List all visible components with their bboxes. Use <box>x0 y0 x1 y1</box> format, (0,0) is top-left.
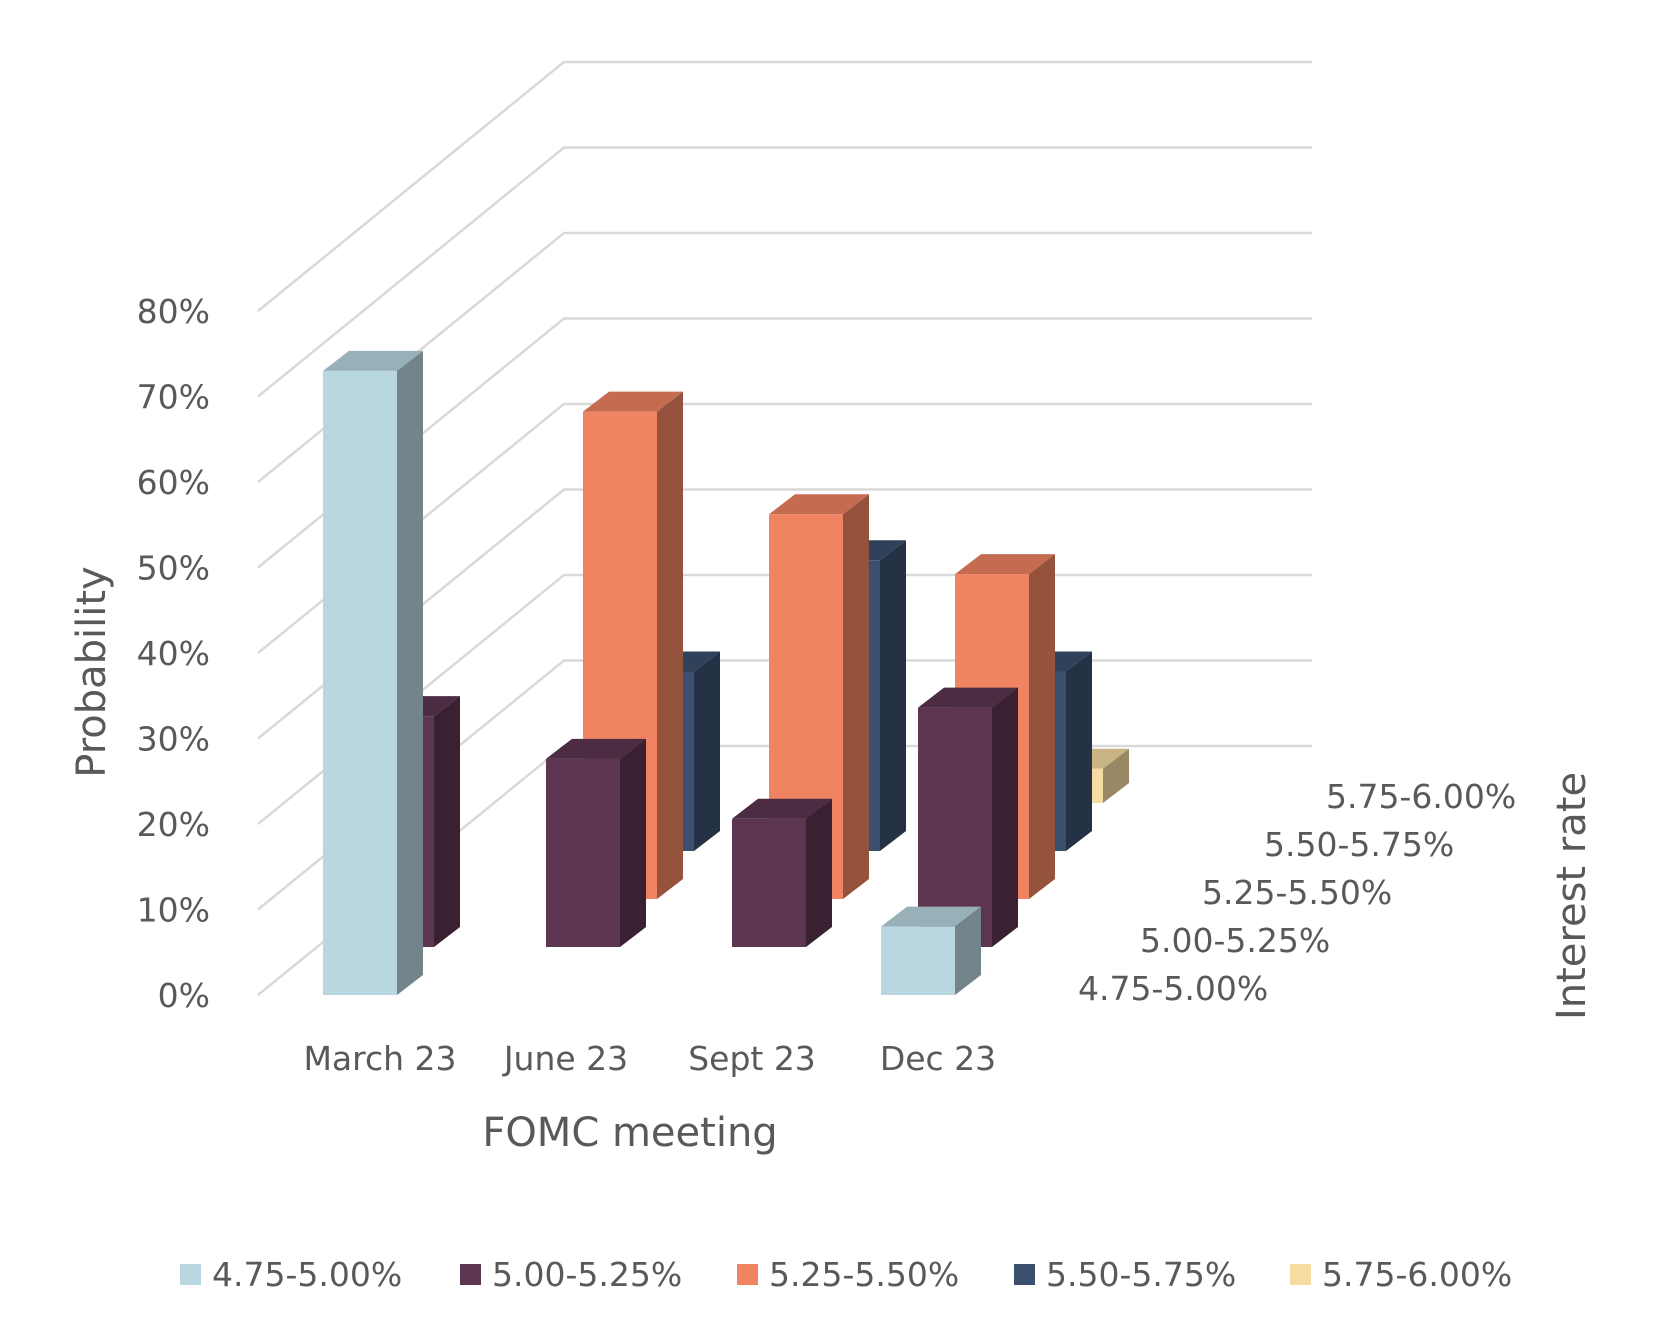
y-tick-label: 60% <box>137 463 210 502</box>
y-axis-title: Probability <box>69 566 115 777</box>
bar-side <box>955 906 981 995</box>
bar <box>323 350 423 996</box>
axis-labels: 0% 10% 20% 30% 40% 50% 60% 70% 80% March 23 June 2… <box>69 292 1595 1156</box>
legend-item: 5.50-5.75% <box>1014 1255 1236 1294</box>
legend-item: 5.00-5.25% <box>460 1255 682 1294</box>
bar-side <box>880 540 906 851</box>
bar-top <box>955 554 1055 575</box>
y-tick-label: 10% <box>137 891 210 930</box>
depth-tick-label: 5.50-5.75% <box>1264 825 1454 864</box>
legend-label: 5.50-5.75% <box>1046 1255 1236 1294</box>
y-tick-label: 0% <box>158 976 210 1015</box>
legend-swatch <box>737 1264 758 1285</box>
legend-item: 5.25-5.50% <box>737 1255 959 1294</box>
bar-side <box>694 651 720 851</box>
y-tick-label: 50% <box>137 549 210 588</box>
depth-tick-label: 5.25-5.50% <box>1202 873 1392 912</box>
bar-front <box>323 370 397 996</box>
legend-swatch <box>180 1264 201 1285</box>
bar <box>881 906 981 995</box>
bar-side <box>620 738 646 947</box>
bar-top <box>918 687 1018 708</box>
bar-side <box>806 798 832 947</box>
depth-tick-label: 4.75-5.00% <box>1078 969 1268 1008</box>
bar-top <box>881 906 981 927</box>
bar-side <box>1103 748 1129 803</box>
legend-label: 5.25-5.50% <box>769 1255 959 1294</box>
bar-side <box>1066 651 1092 851</box>
bar-top <box>583 391 683 412</box>
bar-side <box>843 494 869 899</box>
y-tick-label: 70% <box>137 378 210 417</box>
legend: 4.75-5.00% 5.00-5.25% 5.25-5.50% 5.50-5.75%… <box>180 1255 1512 1294</box>
bar-top <box>546 738 646 759</box>
gridline <box>257 60 1312 312</box>
legend-label: 5.00-5.25% <box>492 1255 682 1294</box>
depth-tick-label: 5.00-5.25% <box>1140 921 1330 960</box>
bar-front <box>546 758 620 947</box>
legend-label: 5.75-6.00% <box>1322 1255 1512 1294</box>
x-tick-label: June 23 <box>502 1039 628 1078</box>
bar <box>732 798 832 947</box>
y-tick-label: 30% <box>137 720 210 759</box>
x-tick-label: Dec 23 <box>880 1039 996 1078</box>
x-tick-label: Sept 23 <box>688 1039 816 1078</box>
bar-top <box>323 350 423 371</box>
legend-label: 4.75-5.00% <box>212 1255 402 1294</box>
bars <box>323 350 1129 996</box>
bar-top <box>769 494 869 515</box>
legend-swatch <box>460 1264 481 1285</box>
legend-item: 5.75-6.00% <box>1290 1255 1512 1294</box>
bar-top <box>732 798 832 819</box>
z-axis-title: Interest rate <box>1549 772 1595 1020</box>
depth-tick-label: 5.75-6.00% <box>1326 777 1516 816</box>
bar <box>546 738 646 947</box>
gridline <box>257 146 1312 398</box>
bar-front <box>732 818 806 947</box>
legend-item: 4.75-5.00% <box>180 1255 402 1294</box>
legend-swatch <box>1014 1264 1035 1285</box>
bar-side <box>397 350 423 996</box>
bar-side <box>434 696 460 947</box>
y-tick-label: 80% <box>137 292 210 331</box>
bar-side <box>992 687 1018 947</box>
bar-front <box>881 926 955 995</box>
x-axis-title: FOMC meeting <box>482 1110 777 1156</box>
bar-side <box>657 391 683 899</box>
bar-side <box>1029 554 1055 899</box>
legend-swatch <box>1290 1264 1311 1285</box>
x-tick-label: March 23 <box>303 1039 456 1078</box>
y-tick-label: 40% <box>137 634 210 673</box>
y-tick-label: 20% <box>137 805 210 844</box>
